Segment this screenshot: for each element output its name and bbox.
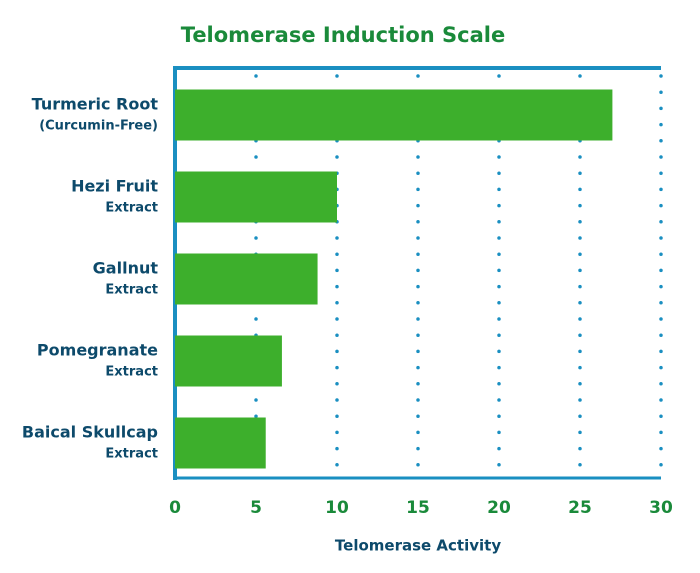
x-tick-label: 5	[250, 498, 262, 518]
x-tick-label: 10	[325, 498, 349, 518]
y-tick-label: Gallnut	[93, 259, 159, 278]
x-tick-label: 0	[169, 498, 181, 518]
y-tick-label: Turmeric Root	[32, 95, 159, 114]
y-tick-label: Extract	[105, 201, 158, 216]
bar	[175, 89, 613, 141]
x-axis-title: Telomerase Activity	[335, 537, 501, 555]
y-tick-label: Baical Skullcap	[22, 423, 158, 442]
x-tick-label: 30	[649, 498, 673, 518]
x-tick-label: 15	[406, 498, 430, 518]
bar	[175, 253, 318, 305]
y-tick-label: (Curcumin-Free)	[39, 119, 158, 134]
x-tick-label: 20	[487, 498, 511, 518]
x-tick-label: 25	[568, 498, 592, 518]
chart-title: Telomerase Induction Scale	[181, 23, 505, 47]
y-tick-label: Pomegranate	[37, 341, 158, 360]
y-tick-label: Extract	[105, 283, 158, 298]
bar	[175, 417, 266, 469]
bar	[175, 171, 337, 223]
bar	[175, 335, 282, 387]
y-tick-label: Extract	[105, 365, 158, 380]
y-tick-label: Hezi Fruit	[71, 177, 158, 196]
y-tick-label: Extract	[105, 447, 158, 462]
